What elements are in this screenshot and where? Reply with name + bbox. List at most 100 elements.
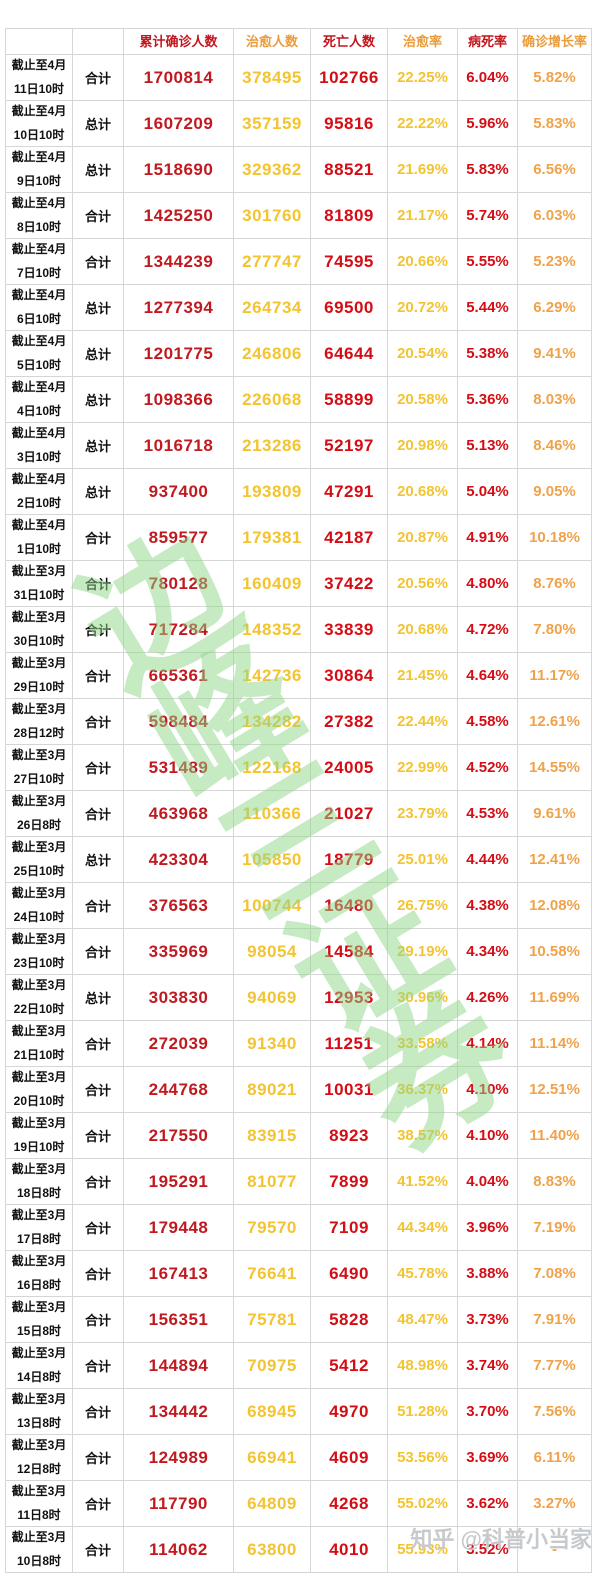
value-cell: 75781 bbox=[233, 1296, 311, 1343]
value-cell: 9.61% bbox=[517, 790, 592, 837]
scope-cell: 合计 bbox=[72, 1158, 124, 1205]
date-line-bottom: 14日8时 bbox=[16, 1369, 62, 1384]
value-cell: 114062 bbox=[123, 1526, 234, 1573]
date-line-top: 截止至3月 bbox=[11, 1024, 67, 1038]
value-cell: 303830 bbox=[123, 974, 234, 1021]
scope-cell: 总计 bbox=[72, 284, 124, 331]
value-cell: 6.56% bbox=[517, 146, 592, 193]
value-cell: 94069 bbox=[233, 974, 311, 1021]
value-cell: 1344239 bbox=[123, 238, 234, 285]
scope-cell: 合计 bbox=[72, 192, 124, 239]
scope-cell: 合计 bbox=[72, 698, 124, 745]
value-cell: 1607209 bbox=[123, 100, 234, 147]
column-header: 死亡人数 bbox=[310, 28, 388, 55]
value-cell: 179381 bbox=[233, 514, 311, 561]
date-line-bottom: 18日8时 bbox=[16, 1185, 62, 1200]
date-line-bottom: 29日10时 bbox=[13, 679, 65, 694]
date-line-top: 截止至3月 bbox=[11, 1530, 67, 1544]
date-cell: 截止至4月 10日10时 bbox=[5, 100, 73, 147]
date-wrap: 截止至3月 19日10时 bbox=[7, 1114, 72, 1158]
value-cell: 22.25% bbox=[387, 54, 458, 101]
date-cell: 截止至3月 11日8时 bbox=[5, 1480, 73, 1527]
date-line-top: 截止至4月 bbox=[11, 426, 67, 440]
date-cell: 截止至3月 26日8时 bbox=[5, 790, 73, 837]
value-cell: 423304 bbox=[123, 836, 234, 883]
date-cell: 截止至3月 12日8时 bbox=[5, 1434, 73, 1481]
table-row: 截止至3月 12日8时 合计 124989 66941 4609 53.56% 3.69% 6.… bbox=[5, 1434, 592, 1481]
date-line-bottom: 5日10时 bbox=[16, 357, 62, 372]
date-line-top: 截止至3月 bbox=[11, 1116, 67, 1130]
scope-cell: 合计 bbox=[72, 238, 124, 285]
date-line-top: 截止至3月 bbox=[11, 748, 67, 762]
value-cell: 9.41% bbox=[517, 330, 592, 377]
date-wrap: 截止至3月 17日8时 bbox=[7, 1206, 72, 1250]
date-line-top: 截止至3月 bbox=[11, 1346, 67, 1360]
value-cell: 23.79% bbox=[387, 790, 458, 837]
value-cell: 20.72% bbox=[387, 284, 458, 331]
value-cell: 5412 bbox=[310, 1342, 388, 1389]
value-cell: 9.05% bbox=[517, 468, 592, 515]
value-cell: 11.14% bbox=[517, 1020, 592, 1067]
date-wrap: 截止至3月 16日8时 bbox=[7, 1252, 72, 1296]
value-cell: 378495 bbox=[233, 54, 311, 101]
value-cell: 66941 bbox=[233, 1434, 311, 1481]
value-cell: 3.88% bbox=[457, 1250, 518, 1297]
value-cell: 27382 bbox=[310, 698, 388, 745]
table-row: 截止至3月 13日8时 合计 134442 68945 4970 51.28% 3.70% 7.… bbox=[5, 1388, 592, 1435]
value-cell: 30864 bbox=[310, 652, 388, 699]
date-line-top: 截止至3月 bbox=[11, 978, 67, 992]
date-cell: 截止至4月 6日10时 bbox=[5, 284, 73, 331]
date-line-top: 截止至3月 bbox=[11, 1162, 67, 1176]
value-cell: 4.80% bbox=[457, 560, 518, 607]
value-cell: 53.56% bbox=[387, 1434, 458, 1481]
value-cell: 7.91% bbox=[517, 1296, 592, 1343]
value-cell: 12.41% bbox=[517, 836, 592, 883]
header-corner-date bbox=[5, 28, 73, 55]
table-row: 截止至3月 19日10时 合计 217550 83915 8923 38.57% 4.10% 1… bbox=[5, 1112, 592, 1159]
value-cell: 22.22% bbox=[387, 100, 458, 147]
value-cell: 51.28% bbox=[387, 1388, 458, 1435]
value-cell: 4.10% bbox=[457, 1112, 518, 1159]
value-cell: 98054 bbox=[233, 928, 311, 975]
date-cell: 截止至4月 3日10时 bbox=[5, 422, 73, 469]
value-cell: 14.55% bbox=[517, 744, 592, 791]
value-cell: 5.55% bbox=[457, 238, 518, 285]
value-cell: 5.36% bbox=[457, 376, 518, 423]
scope-cell: 合计 bbox=[72, 606, 124, 653]
value-cell: 7109 bbox=[310, 1204, 388, 1251]
date-line-bottom: 17日8时 bbox=[16, 1231, 62, 1246]
value-cell: 1518690 bbox=[123, 146, 234, 193]
table-row: 截止至4月 11日10时 合计 1700814 378495 102766 22.25% 6.… bbox=[5, 54, 592, 101]
date-wrap: 截止至3月 28日12时 bbox=[7, 700, 72, 744]
date-wrap: 截止至3月 14日8时 bbox=[7, 1344, 72, 1388]
date-line-bottom: 7日10时 bbox=[16, 265, 62, 280]
value-cell: 3.96% bbox=[457, 1204, 518, 1251]
value-cell: 36.37% bbox=[387, 1066, 458, 1113]
date-wrap: 截止至3月 27日10时 bbox=[7, 746, 72, 790]
table-row: 截止至3月 14日8时 合计 144894 70975 5412 48.98% 3.74% 7.… bbox=[5, 1342, 592, 1389]
value-cell: 24005 bbox=[310, 744, 388, 791]
table-row: 截止至4月 2日10时 总计 937400 193809 47291 20.68% 5.04%… bbox=[5, 468, 592, 515]
date-wrap: 截止至3月 11日8时 bbox=[7, 1482, 72, 1526]
value-cell: 6.11% bbox=[517, 1434, 592, 1481]
value-cell: 301760 bbox=[233, 192, 311, 239]
value-cell: 102766 bbox=[310, 54, 388, 101]
date-wrap: 截止至4月 1日10时 bbox=[7, 516, 72, 560]
scope-cell: 合计 bbox=[72, 1342, 124, 1389]
value-cell: 83915 bbox=[233, 1112, 311, 1159]
value-cell: 5.83% bbox=[457, 146, 518, 193]
value-cell: 37422 bbox=[310, 560, 388, 607]
value-cell: 20.66% bbox=[387, 238, 458, 285]
date-cell: 截止至3月 28日12时 bbox=[5, 698, 73, 745]
value-cell: 7.08% bbox=[517, 1250, 592, 1297]
value-cell: 110366 bbox=[233, 790, 311, 837]
value-cell: 4970 bbox=[310, 1388, 388, 1435]
value-cell: 41.52% bbox=[387, 1158, 458, 1205]
value-cell: 11.69% bbox=[517, 974, 592, 1021]
scope-cell: 合计 bbox=[72, 652, 124, 699]
value-cell: 55.02% bbox=[387, 1480, 458, 1527]
value-cell: 717284 bbox=[123, 606, 234, 653]
scope-cell: 合计 bbox=[72, 1388, 124, 1435]
column-header: 累计确诊人数 bbox=[123, 28, 234, 55]
value-cell: 1201775 bbox=[123, 330, 234, 377]
